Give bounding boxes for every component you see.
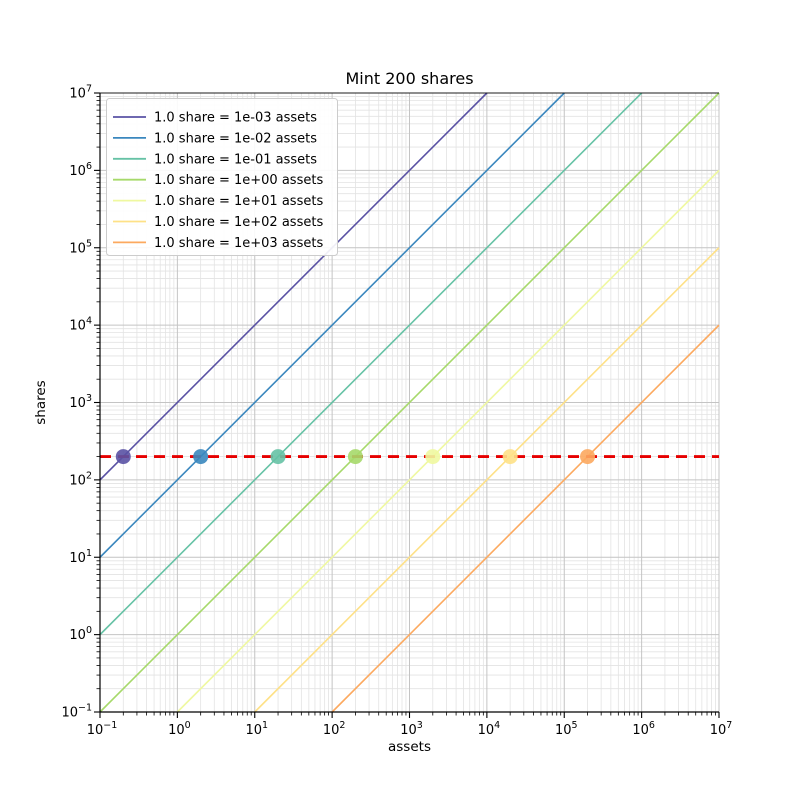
y-tick-label: 106	[69, 161, 92, 179]
series-line-1e-03	[99, 92, 488, 481]
series-line-1e-01	[99, 92, 643, 636]
axes-spines-layer	[94, 92, 720, 718]
legend-label: 1.0 share = 1e-02 assets	[154, 131, 317, 146]
x-tick-label: 101	[245, 720, 268, 738]
legend: 1.0 share = 1e-03 assets 1.0 share = 1e-0…	[106, 98, 338, 256]
legend-label: 1.0 share = 1e-03 assets	[154, 111, 317, 126]
chart-title: Mint 200 shares	[345, 69, 473, 88]
y-tick-label: 107	[69, 84, 92, 102]
series-line-1e+03	[331, 324, 720, 713]
intersection-marker-1e-01	[270, 449, 286, 465]
legend-label: 1.0 share = 1e+00 assets	[154, 173, 323, 188]
tick-labels-layer: 10−110−1 100 100 101 101 102 102 103 103 104 104 10…	[61, 84, 732, 739]
x-tick-label: 100	[168, 720, 191, 738]
intersection-marker-1e-02	[193, 449, 209, 465]
y-axis-label: shares	[33, 380, 49, 424]
markers-layer	[115, 449, 596, 465]
x-tick-label: 102	[323, 720, 346, 738]
y-tick-label: 104	[69, 316, 92, 334]
x-tick-label: 104	[478, 720, 501, 738]
x-tick-label: 103	[400, 720, 423, 738]
intersection-marker-1e+03	[580, 449, 596, 465]
intersection-marker-1e+00	[347, 449, 363, 465]
x-tick-label: 106	[632, 720, 655, 738]
y-tick-label: 103	[69, 393, 92, 411]
y-tick-label: 101	[69, 548, 92, 566]
x-tick-label: 105	[555, 720, 578, 738]
legend-label: 1.0 share = 1e-01 assets	[154, 152, 317, 167]
intersection-marker-1e-03	[115, 449, 131, 465]
x-tick-label: 10−1	[87, 720, 118, 738]
y-tick-label: 105	[69, 238, 92, 256]
y-tick-label: 10−1	[61, 703, 92, 721]
intersection-marker-1e+02	[502, 449, 518, 465]
x-tick-label: 107	[710, 720, 733, 738]
y-tick-label: 102	[69, 470, 92, 488]
series-line-1e+00	[99, 92, 720, 713]
y-tick-label: 100	[69, 625, 92, 643]
series-line-1e+01	[176, 169, 720, 713]
x-axis-label: assets	[388, 739, 431, 755]
legend-label: 1.0 share = 1e+01 assets	[154, 194, 323, 209]
intersection-marker-1e+01	[425, 449, 441, 465]
series-line-1e+02	[254, 247, 720, 713]
series-line-1e-02	[99, 92, 565, 558]
legend-label: 1.0 share = 1e+02 assets	[154, 215, 323, 230]
legend-label: 1.0 share = 1e+03 assets	[154, 236, 323, 251]
legend-box	[106, 98, 338, 256]
series-lines-layer	[99, 92, 720, 713]
